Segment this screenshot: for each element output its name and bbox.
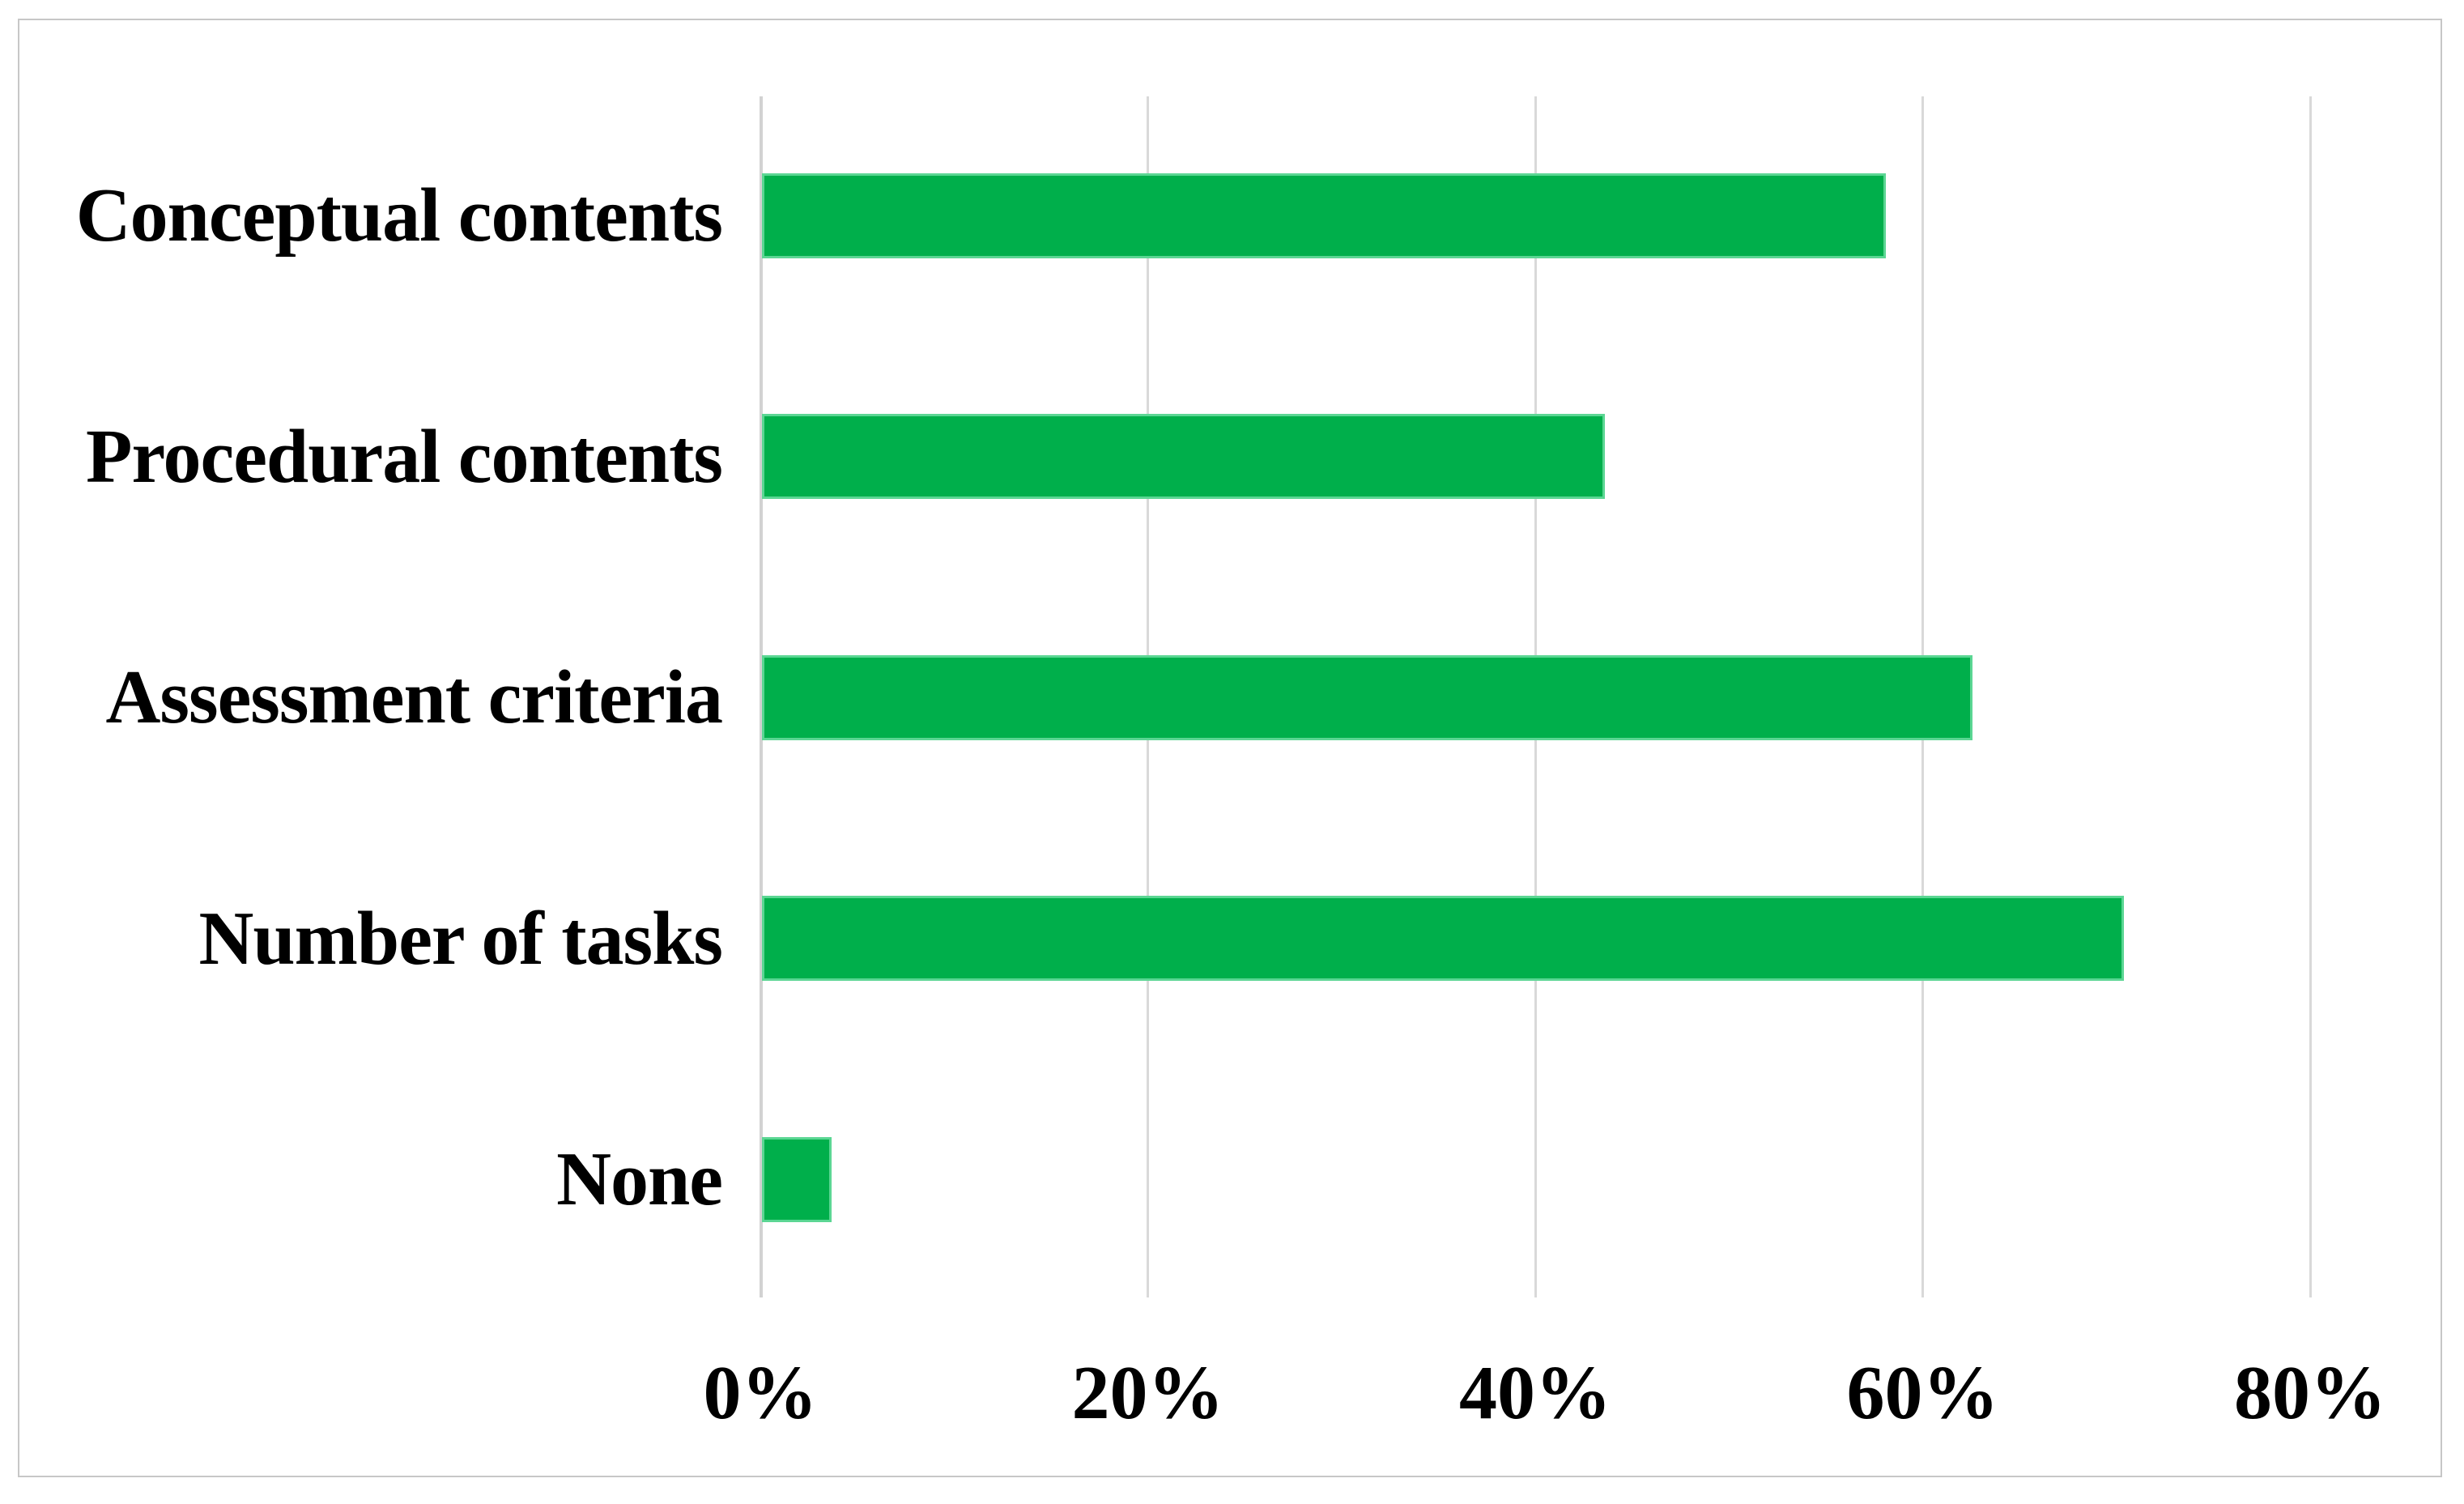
bar-assessment-criteria	[762, 655, 1972, 740]
category-label-none: None	[556, 1137, 723, 1221]
category-label-conceptual-contents: Conceptual contents	[75, 173, 723, 258]
bar-procedural-contents	[762, 414, 1605, 499]
x-tick-label-80pct: 80%	[2234, 1351, 2386, 1435]
x-tick-label-40pct: 40%	[1459, 1351, 1611, 1435]
gridline-80pct	[2309, 96, 2312, 1297]
bar-conceptual-contents	[762, 173, 1886, 258]
chart-frame: Conceptual contents Procedural contents As…	[18, 19, 2442, 1477]
category-label-assessment-criteria: Assessment criteria	[105, 655, 723, 739]
x-tick-label-20pct: 20%	[1071, 1351, 1224, 1435]
x-tick-label-0pct: 0%	[703, 1351, 818, 1435]
category-label-number-of-tasks: Number of tasks	[198, 897, 723, 981]
bar-none	[762, 1137, 832, 1222]
x-tick-label-60pct: 60%	[1846, 1351, 1999, 1435]
gridline-0pct	[759, 96, 763, 1297]
bar-number-of-tasks	[762, 896, 2124, 981]
category-label-procedural-contents: Procedural contents	[86, 415, 723, 499]
plot-area: Conceptual contents Procedural contents As…	[19, 20, 2441, 1476]
